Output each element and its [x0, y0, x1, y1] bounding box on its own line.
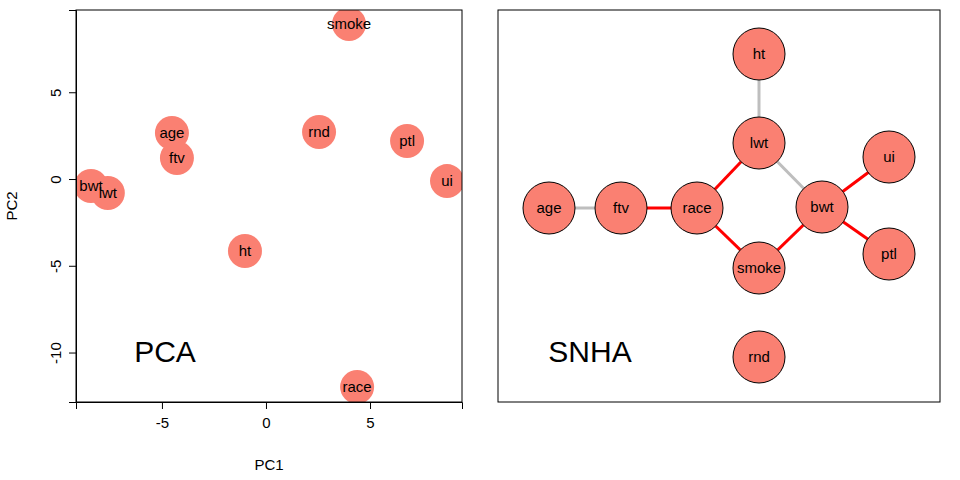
x-tick: -5 — [156, 402, 169, 431]
point — [430, 164, 462, 198]
y-tick-label: -10 — [47, 342, 64, 364]
node-label: ui — [883, 148, 895, 165]
y-axis-title: PC2 — [3, 191, 20, 220]
point — [302, 115, 336, 149]
node — [671, 182, 723, 234]
x-tick-mark — [162, 402, 163, 409]
y-tick: -10 — [47, 342, 76, 364]
node — [863, 228, 915, 280]
y-tick-label: 0 — [47, 175, 64, 183]
node-label: bwt — [810, 198, 834, 215]
point-label: ptl — [399, 132, 415, 149]
y-tick-mark — [69, 179, 76, 180]
node-label: ptl — [881, 245, 897, 262]
figure: bwt lwt age ftv ht rnd smoke ptl ui race -5 0 5 -10 -5… — [0, 0, 960, 480]
panel-title: SNHA — [548, 335, 631, 368]
point-label: age — [159, 124, 184, 141]
node-label: lwt — [750, 134, 769, 151]
point — [160, 141, 194, 175]
y-tick: -5 — [47, 260, 76, 273]
node-label: rnd — [748, 348, 770, 365]
plot-frame — [76, 10, 462, 402]
panel-title: PCA — [134, 335, 196, 368]
point-label: ui — [441, 172, 453, 189]
x-tick: 0 — [262, 402, 270, 431]
nodes: ht lwt ui age ftv race bwt smoke ptl rnd — [523, 28, 915, 383]
node-label: ht — [753, 45, 766, 62]
point-label: ht — [239, 242, 252, 259]
node — [733, 28, 785, 80]
node — [863, 131, 915, 183]
point-labels: bwtlwtageftvhtrndsmokeptluirace — [79, 15, 453, 395]
y-tick-mark — [69, 266, 76, 267]
y-tick-label: -5 — [47, 260, 64, 273]
x-axis-line — [77, 403, 463, 410]
point-label: lwt — [99, 184, 118, 201]
x-tick-mark — [266, 402, 267, 409]
point-label: ftv — [169, 149, 185, 166]
node — [595, 182, 647, 234]
points — [76, 10, 462, 402]
point — [340, 370, 374, 402]
node-label: race — [682, 199, 711, 216]
node — [733, 117, 785, 169]
y-axis-line — [69, 11, 77, 403]
panel-frame — [498, 10, 940, 402]
y-tick-mark — [69, 353, 76, 354]
y-axis: -10 -5 0 5 — [47, 11, 77, 403]
x-axis-title: PC1 — [254, 456, 283, 473]
y-tick: 0 — [47, 175, 76, 183]
point — [390, 124, 424, 158]
point-label: smoke — [327, 15, 371, 32]
node-label: age — [536, 199, 561, 216]
edges — [549, 54, 889, 268]
x-tick-label: 5 — [366, 414, 374, 431]
node — [523, 182, 575, 234]
node — [796, 181, 848, 233]
y-tick-label: 5 — [47, 89, 64, 97]
x-axis: -5 0 5 — [77, 402, 463, 431]
y-tick: 5 — [47, 89, 76, 97]
node — [733, 331, 785, 383]
x-tick-mark — [370, 402, 371, 409]
x-tick-label: -5 — [156, 414, 169, 431]
node-label: smoke — [737, 259, 781, 276]
x-tick-label: 0 — [262, 414, 270, 431]
point-label: rnd — [308, 123, 330, 140]
y-tick-mark — [69, 92, 76, 93]
point-label: race — [343, 378, 372, 395]
x-tick: 5 — [366, 402, 374, 431]
node-label: ftv — [613, 199, 629, 216]
point — [228, 234, 262, 268]
node — [733, 242, 785, 294]
